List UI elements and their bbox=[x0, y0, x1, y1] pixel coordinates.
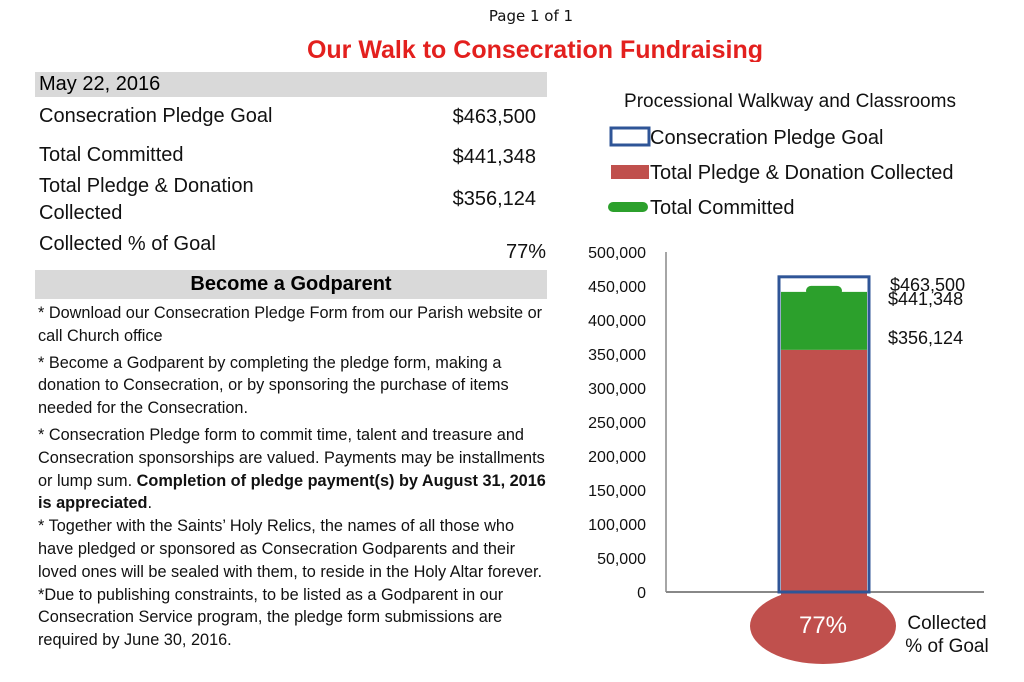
legend-swatch-goal bbox=[609, 126, 651, 147]
bulb-percent-label: 77% bbox=[799, 612, 847, 639]
section-header-godparent: Become a Godparent bbox=[35, 270, 547, 299]
stat-label-goal: Consecration Pledge Goal bbox=[39, 105, 273, 127]
page-title: Our Walk to Consecration Fundraising bbox=[306, 36, 764, 62]
report-date: May 22, 2016 bbox=[35, 72, 547, 97]
y-tick-label: 250,000 bbox=[588, 415, 646, 432]
note-download: * Download our Consecration Pledge Form … bbox=[38, 304, 543, 345]
stat-label-committed: Total Committed bbox=[39, 144, 184, 166]
stat-label-collected: Total Pledge & Donation Collected bbox=[39, 175, 254, 224]
thermometer-bulb bbox=[750, 588, 896, 664]
y-tick-label: 350,000 bbox=[588, 347, 646, 364]
note-pledge-end: . bbox=[147, 494, 153, 513]
stat-value-percent: 77% bbox=[505, 241, 546, 263]
bulb-caption-line2: % of Goal bbox=[905, 636, 988, 657]
legend-swatch-committed bbox=[608, 202, 648, 212]
data-label-committed: $441,348 bbox=[888, 289, 963, 309]
committed-marker bbox=[806, 285, 842, 296]
stat-value-collected: $356,124 bbox=[452, 188, 536, 210]
data-label-goal: $463,500 bbox=[890, 275, 965, 295]
y-tick-label: 150,000 bbox=[588, 483, 646, 500]
y-tick-label: 0 bbox=[637, 585, 646, 602]
note-become: * Become a Godparent by completing the p… bbox=[38, 353, 509, 418]
thermometer-chart: Processional Walkway and Classrooms Cons… bbox=[588, 91, 989, 664]
y-tick-label: 450,000 bbox=[588, 279, 646, 296]
legend-label-committed: Total Committed bbox=[650, 197, 795, 219]
legend-swatch-collected bbox=[611, 165, 649, 179]
y-tick-label: 500,000 bbox=[588, 245, 646, 262]
y-tick-label: 200,000 bbox=[588, 449, 646, 466]
stat-value-goal: $463,500 bbox=[452, 106, 536, 128]
note-pledge-deadline: Completion of pledge payment(s) by Augus… bbox=[38, 471, 546, 513]
note-pledge-form: * Consecration Pledge form to commit tim… bbox=[38, 424, 553, 515]
godparent-notes: * Download our Consecration Pledge Form … bbox=[38, 302, 553, 656]
note-publishing: *Due to publishing constraints, to be li… bbox=[38, 585, 504, 650]
y-tick-label: 100,000 bbox=[588, 517, 646, 534]
stat-label-percent: Collected % of Goal bbox=[39, 233, 216, 255]
stat-value-committed: $441,348 bbox=[452, 146, 536, 168]
bar-committed bbox=[781, 291, 867, 350]
bar-collected bbox=[781, 349, 867, 602]
page-number-label: Page 1 of 1 bbox=[488, 7, 574, 25]
y-tick-label: 300,000 bbox=[588, 381, 646, 398]
y-axis-ticks: 500,000 450,000 400,000 350,000 300,000 250,0… bbox=[588, 245, 646, 602]
bulb-caption-line1: Collected bbox=[907, 613, 986, 634]
bar-goal-outline bbox=[777, 275, 871, 594]
y-tick-label: 50,000 bbox=[597, 551, 646, 568]
note-pledge-text: * Consecration Pledge form to commit tim… bbox=[38, 425, 545, 490]
y-tick-label: 400,000 bbox=[588, 313, 646, 330]
legend-label-collected: Total Pledge & Donation Collected bbox=[650, 162, 954, 184]
chart-title: Processional Walkway and Classrooms bbox=[624, 91, 956, 112]
data-label-collected: $356,124 bbox=[888, 328, 963, 348]
legend-label-goal: Consecration Pledge Goal bbox=[650, 127, 883, 149]
note-relics: * Together with the Saints’ Holy Relics,… bbox=[38, 517, 543, 581]
chart-legend: Consecration Pledge Goal Total Pledge & … bbox=[608, 126, 954, 219]
